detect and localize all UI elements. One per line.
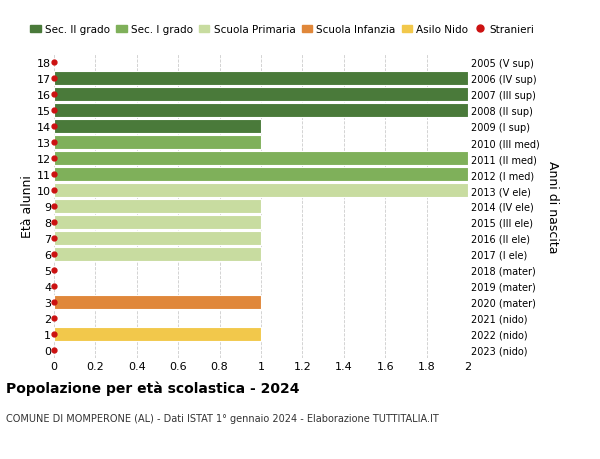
Bar: [54, 216, 261, 229]
Bar: [54, 136, 261, 150]
Legend: Sec. II grado, Sec. I grado, Scuola Primaria, Scuola Infanzia, Asilo Nido, Stran: Sec. II grado, Sec. I grado, Scuola Prim…: [26, 21, 538, 39]
Y-axis label: Età alunni: Età alunni: [22, 175, 34, 238]
Bar: [54, 184, 468, 197]
Bar: [54, 104, 468, 118]
Text: COMUNE DI MOMPERONE (AL) - Dati ISTAT 1° gennaio 2024 - Elaborazione TUTTITALIA.: COMUNE DI MOMPERONE (AL) - Dati ISTAT 1°…: [6, 413, 439, 423]
Bar: [54, 152, 468, 166]
Bar: [54, 200, 261, 213]
Bar: [54, 88, 468, 102]
Bar: [54, 72, 468, 86]
Bar: [54, 296, 261, 309]
Bar: [54, 232, 261, 245]
Y-axis label: Anni di nascita: Anni di nascita: [546, 160, 559, 253]
Bar: [54, 120, 261, 134]
Bar: [54, 327, 261, 341]
Bar: [54, 247, 261, 261]
Text: Popolazione per età scolastica - 2024: Popolazione per età scolastica - 2024: [6, 381, 299, 396]
Bar: [54, 168, 468, 181]
